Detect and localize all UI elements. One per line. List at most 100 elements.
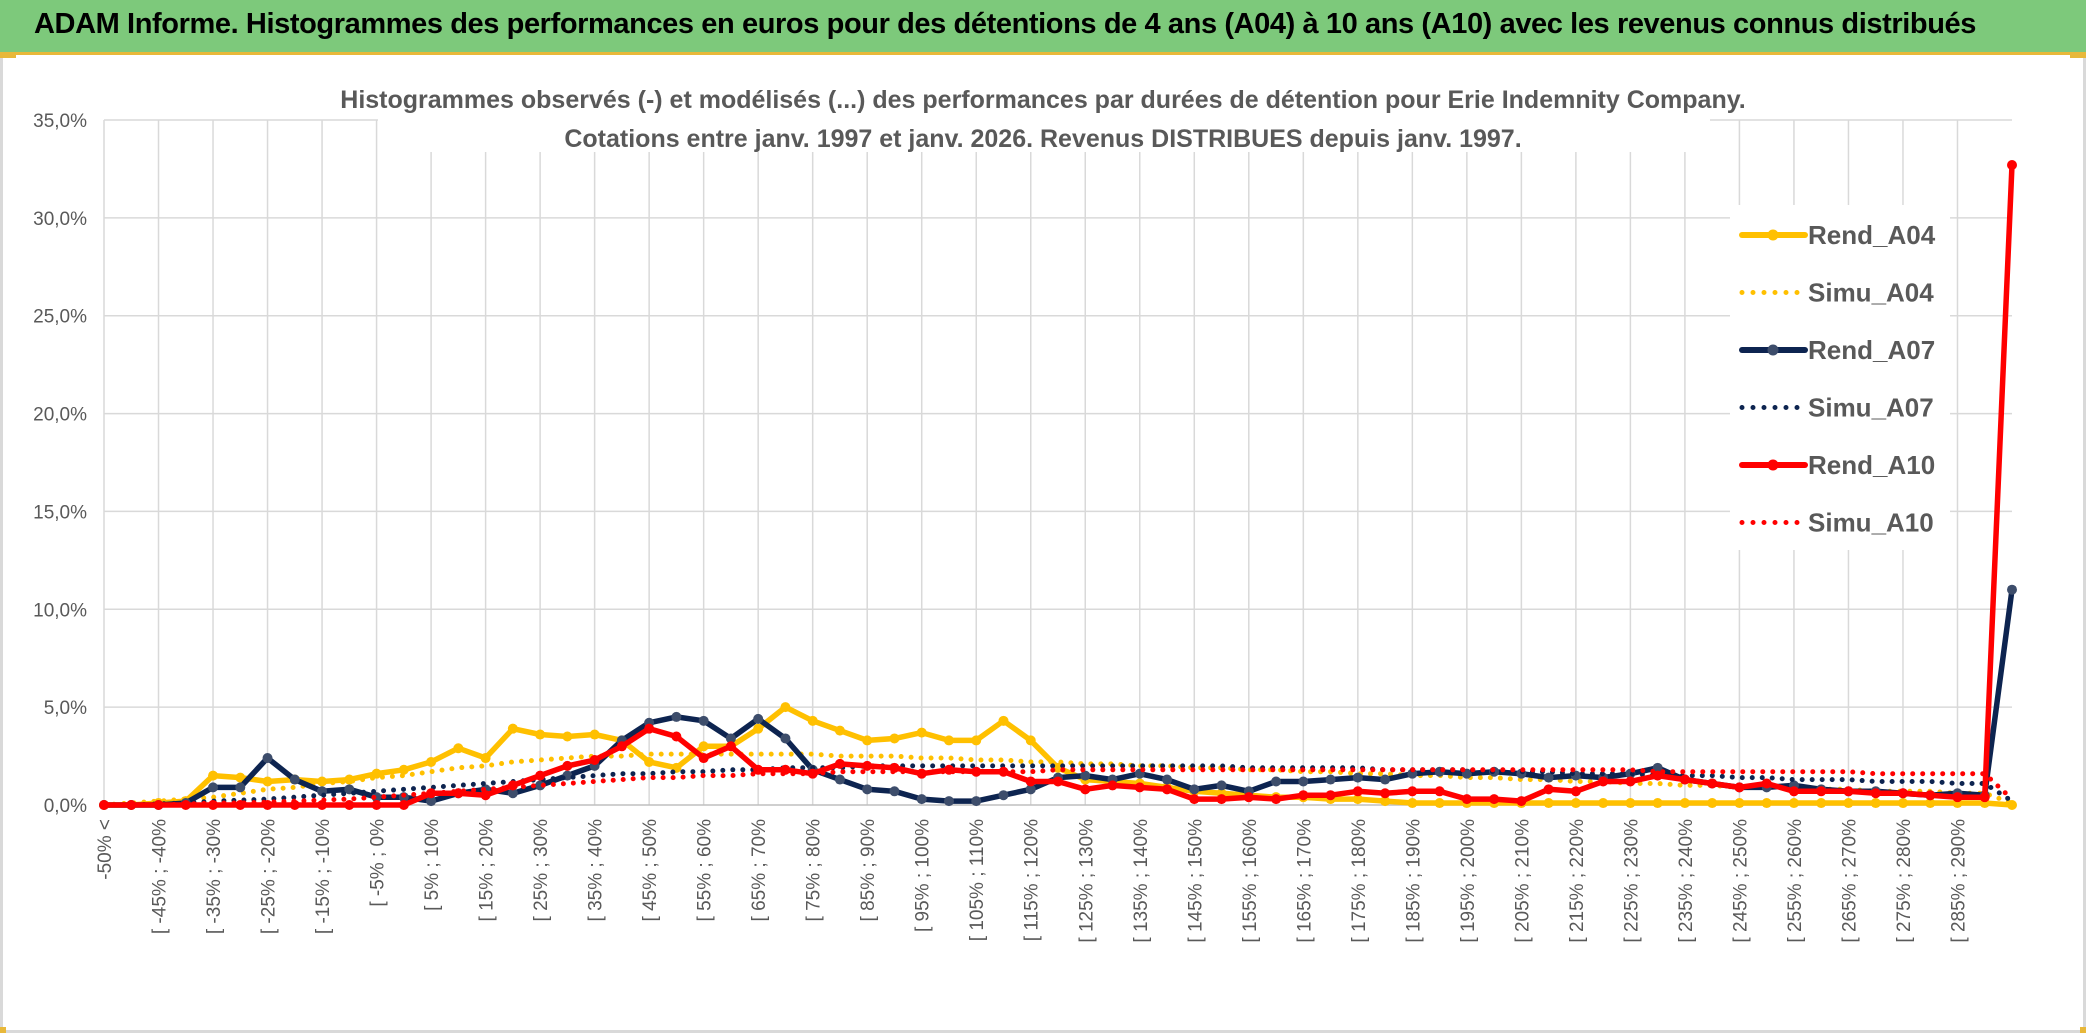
data-point-rend_a04 xyxy=(480,753,491,764)
x-tick-label: [ 225% ; 230% xyxy=(1621,819,1642,943)
data-point-rend_a04 xyxy=(916,727,927,738)
data-point-rend_a10 xyxy=(398,800,409,810)
data-point-rend_a07 xyxy=(725,733,736,744)
data-point-rend_a10 xyxy=(1053,776,1063,787)
y-tick-label: 0,0% xyxy=(44,796,87,817)
data-point-rend_a10 xyxy=(1870,788,1881,799)
axes: 0,0% 5,0% 10,0% 15,0% 20,0% 25,0% 30,0% 35,0% -5… xyxy=(33,111,2012,943)
data-point-rend_a10 xyxy=(725,741,736,752)
data-point-rend_a04 xyxy=(589,729,600,740)
data-point-rend_a07 xyxy=(2007,584,2017,595)
x-tick-label: [ 155% ; 160% xyxy=(1240,819,1261,943)
data-point-rend_a10 xyxy=(1925,790,1936,801)
report-banner: ADAM Informe. Histogrammes des performan… xyxy=(0,0,2086,55)
data-point-rend_a10 xyxy=(1543,784,1554,795)
data-point-rend_a10 xyxy=(616,741,627,752)
data-point-rend_a07 xyxy=(1543,772,1554,783)
data-point-rend_a04 xyxy=(1843,798,1854,809)
x-tick-label: [ 115% ; 120% xyxy=(1022,819,1043,941)
y-tick-label: 25,0% xyxy=(33,307,87,328)
data-point-rend_a07 xyxy=(998,790,1009,801)
data-point-rend_a10 xyxy=(862,760,873,771)
data-point-rend_a10 xyxy=(1952,792,1963,803)
data-point-rend_a10 xyxy=(1679,774,1690,785)
data-point-rend_a07 xyxy=(889,786,900,797)
x-tick-label: [ 215% ; 220% xyxy=(1567,819,1588,943)
data-point-rend_a04 xyxy=(1434,798,1445,809)
data-point-rend_a04 xyxy=(1380,796,1391,807)
data-point-rend_a04 xyxy=(1352,794,1363,805)
chart-frame xyxy=(0,55,2086,1033)
x-tick-label: [ 245% ; 250% xyxy=(1730,819,1751,943)
data-point-rend_a10 xyxy=(671,731,682,742)
data-point-rend_a07 xyxy=(208,782,219,793)
data-point-rend_a07 xyxy=(1271,776,1282,787)
x-tick-label: [ 265% ; 270% xyxy=(1839,819,1860,943)
data-point-rend_a04 xyxy=(1734,798,1745,809)
data-point-rend_a10 xyxy=(1298,790,1309,801)
data-point-rend_a07 xyxy=(834,774,845,785)
data-point-rend_a04 xyxy=(453,743,464,754)
frame-corner-accent xyxy=(2080,1027,2086,1033)
data-point-rend_a10 xyxy=(753,764,764,775)
data-point-rend_a07 xyxy=(862,784,873,795)
data-point-rend_a04 xyxy=(834,725,845,736)
series-line-rend_a04 xyxy=(101,704,2015,808)
data-point-rend_a07 xyxy=(1080,770,1091,781)
data-point-rend_a04 xyxy=(562,731,573,742)
legend-label-rend_a10: Rend_A10 xyxy=(1808,450,1935,480)
data-point-rend_a04 xyxy=(235,772,246,783)
x-tick-label: [ 175% ; 180% xyxy=(1349,819,1370,943)
y-tick-label: 15,0% xyxy=(33,502,87,523)
data-point-rend_a04 xyxy=(998,715,1009,726)
data-point-rend_a10 xyxy=(1189,794,1200,805)
x-tick-label: [ 5% ; 10% xyxy=(422,819,443,911)
data-point-rend_a10 xyxy=(1816,786,1827,797)
x-tick-label: [ 85% ; 90% xyxy=(858,819,879,922)
legend-label-simu_a07: Simu_A07 xyxy=(1808,393,1934,423)
data-point-rend_a07 xyxy=(943,796,954,807)
x-tick-label: [ 275% ; 280% xyxy=(1894,819,1915,943)
series-line-simu_a04 xyxy=(101,751,2015,808)
legend-marker-rend_a07 xyxy=(1767,344,1779,356)
data-point-rend_a07 xyxy=(1652,762,1663,773)
legend-label-rend_a04: Rend_A04 xyxy=(1808,220,1936,250)
data-point-rend_a10 xyxy=(1979,792,1990,803)
data-point-rend_a04 xyxy=(1543,798,1554,809)
data-point-rend_a10 xyxy=(535,770,546,781)
data-point-rend_a04 xyxy=(1925,798,1936,809)
data-point-rend_a04 xyxy=(208,770,219,781)
data-point-rend_a07 xyxy=(262,753,273,764)
legend-marker-rend_a10 xyxy=(1767,459,1779,471)
data-point-rend_a04 xyxy=(1625,798,1636,809)
data-point-rend_a10 xyxy=(1352,786,1363,797)
data-point-rend_a04 xyxy=(862,735,873,746)
data-point-rend_a10 xyxy=(480,790,491,801)
data-point-rend_a04 xyxy=(1025,735,1036,746)
legend-label-simu_a10: Simu_A10 xyxy=(1808,508,1934,538)
data-point-rend_a07 xyxy=(235,782,246,793)
frame-corner-accent xyxy=(2070,52,2086,58)
data-point-rend_a10 xyxy=(1707,778,1718,789)
data-point-rend_a04 xyxy=(1407,798,1418,809)
data-point-rend_a04 xyxy=(507,723,518,734)
x-tick-label: [ 205% ; 210% xyxy=(1512,819,1533,943)
series-line-rend_a10 xyxy=(101,162,2015,808)
data-point-rend_a10 xyxy=(1788,786,1799,797)
data-point-rend_a04 xyxy=(1652,798,1663,809)
data-point-rend_a04 xyxy=(889,733,900,744)
data-point-rend_a10 xyxy=(1407,786,1418,797)
data-point-rend_a04 xyxy=(644,756,655,767)
data-point-rend_a10 xyxy=(1489,794,1500,805)
data-point-rend_a10 xyxy=(834,758,845,769)
legend: Rend_A04 Simu_A04 Rend_A07 Simu_A07 Rend_A10… xyxy=(1739,220,1936,538)
data-point-rend_a04 xyxy=(426,756,437,767)
data-point-rend_a07 xyxy=(1025,784,1036,795)
x-tick-label: [ 105% ; 110% xyxy=(967,819,988,941)
data-point-rend_a10 xyxy=(562,760,573,771)
data-point-rend_a04 xyxy=(1598,798,1609,809)
y-tick-label: 5,0% xyxy=(44,698,87,719)
data-point-rend_a10 xyxy=(1434,786,1445,797)
series-line-simu_a07 xyxy=(101,763,2015,808)
